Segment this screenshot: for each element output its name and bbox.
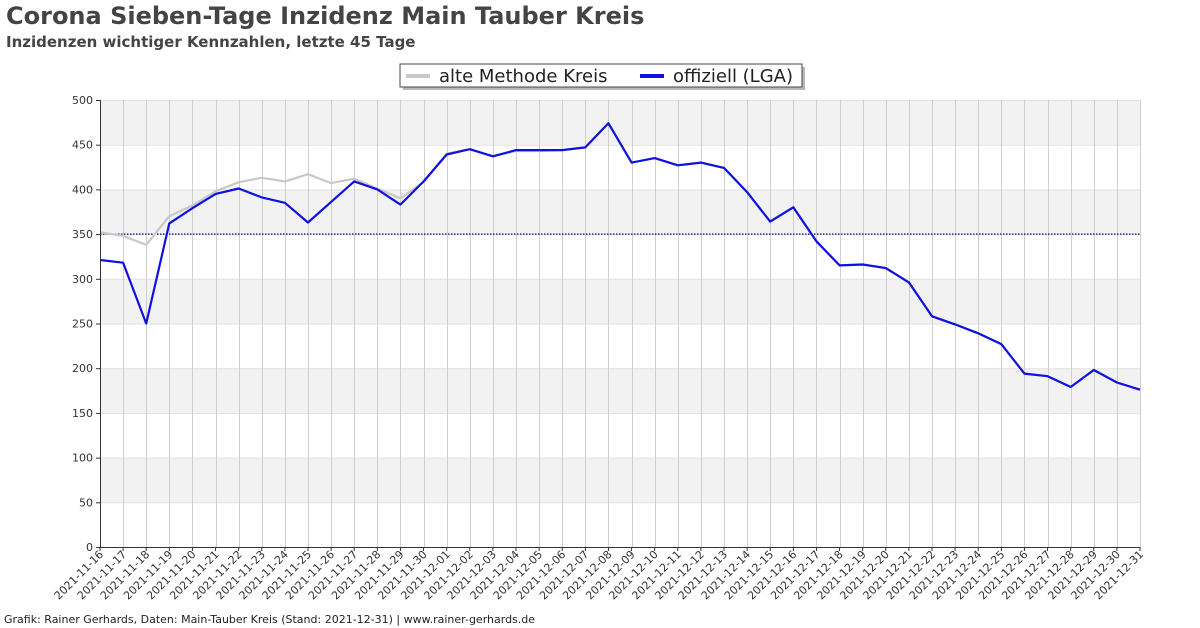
band [100, 412, 1140, 458]
series-line-1 [99, 122, 1141, 391]
legend-box [399, 63, 803, 88]
y-tick-label: 50 [79, 496, 93, 509]
y-tick-label: 500 [72, 94, 93, 107]
band [100, 189, 1140, 235]
vertical-gridlines [100, 100, 1141, 547]
x-tick-labels: 2021-11-162021-11-172021-11-182021-11-19… [52, 547, 1146, 602]
chart-title: Corona Sieben-Tage Inzidenz Main Tauber … [6, 2, 645, 30]
y-tick-label: 350 [72, 228, 93, 241]
band [100, 278, 1140, 324]
y-tick-label: 450 [72, 139, 93, 152]
band [100, 323, 1140, 369]
footer-credit: Grafik: Rainer Gerhards, Daten: Main-Tau… [4, 613, 536, 626]
band [100, 457, 1140, 503]
y-tick-labels: 0 50 100 150 200 250 300 350 400 450 500 [72, 94, 100, 554]
band [100, 100, 1140, 145]
band [100, 502, 1140, 547]
legend: alte Methode Kreis offiziell (LGA) [399, 63, 805, 90]
y-tick-label: 200 [72, 362, 93, 375]
band [100, 234, 1140, 279]
series-lines [99, 122, 1141, 391]
y-tick-label: 250 [72, 318, 93, 331]
chart-subtitle: Inzidenzen wichtiger Kennzahlen, letzte … [6, 33, 416, 51]
y-tick-label: 400 [72, 183, 93, 196]
y-tick-label: 0 [86, 541, 93, 554]
y-tick-label: 300 [72, 273, 93, 286]
band [100, 368, 1140, 413]
legend-label-0: alte Methode Kreis [439, 66, 607, 87]
legend-label-1: offiziell (LGA) [673, 66, 793, 87]
axes [100, 100, 1140, 548]
y-tick-label: 150 [72, 407, 93, 420]
band [100, 144, 1140, 190]
horizontal-gridlines [100, 100, 1140, 548]
background-bands [100, 100, 1140, 547]
y-tick-label: 100 [72, 452, 93, 465]
